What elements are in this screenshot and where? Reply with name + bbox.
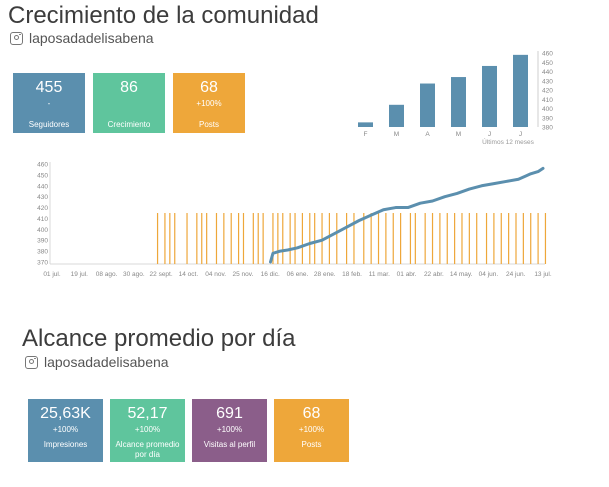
line-xtick-label: 01 jul.: [43, 271, 61, 278]
line-xtick-label: 22 sept.: [150, 271, 173, 278]
line-xtick-label: 13 jul.: [534, 271, 552, 278]
kpi-delta: +100%: [216, 425, 243, 434]
kpi-value: 68: [302, 405, 321, 422]
followers-timeline-chart: 460 450 440 430 420 410 400 390 380 370 01 jul. 19 …: [37, 162, 552, 279]
line-xtick-label: 06 ene.: [287, 271, 309, 278]
kpi-card-1: 52,17 +100% Alcance promedio por día: [110, 399, 185, 462]
kpi-delta: +100%: [298, 425, 325, 434]
line-xtick-label: 18 feb.: [342, 271, 362, 278]
kpi-value: 25,63K: [40, 405, 91, 422]
instagram-icon: [10, 31, 23, 45]
line-ytick-label: 420: [37, 205, 48, 212]
bar-ytick-label: 440: [542, 69, 553, 76]
bar-mark: [389, 104, 404, 127]
bar-ytick-label: 460: [542, 51, 553, 58]
bar-xtick-label: J: [488, 131, 491, 138]
line-ytick-label: 450: [37, 172, 48, 179]
kpi-card-0: 25,63K +100% Impresiones: [28, 399, 103, 462]
bar-xtick-label: J: [519, 131, 522, 138]
section-title-growth: Crecimiento de la comunidad: [8, 2, 319, 29]
line-ytick-label: 430: [37, 194, 48, 201]
bar-ytick-label: 430: [542, 78, 553, 85]
line-xtick-label: 24 jun.: [506, 271, 526, 278]
kpi-label: Posts: [198, 120, 219, 129]
kpi-label: Crecimiento: [107, 120, 151, 129]
line-ytick-label: 390: [37, 238, 48, 245]
bar-ytick-label: 420: [542, 88, 553, 95]
monthly-followers-bar-chart: 460 450 440 430 420 410 400 390 380 F M A M J JÚltimos…: [358, 51, 553, 146]
kpi-value: 68: [200, 79, 218, 96]
kpi-delta: +100%: [196, 99, 222, 108]
line-ytick-label: 400: [37, 227, 48, 234]
line-xtick-label: 14 oct.: [179, 271, 199, 278]
account-handle-label: laposadadelisabena: [44, 354, 169, 370]
line-ytick-label: 380: [37, 249, 48, 256]
line-xtick-label: 19 jul.: [71, 271, 89, 278]
bar-ytick-label: 400: [542, 106, 553, 113]
kpi-label: Impresiones: [43, 440, 88, 449]
kpi-label: Posts: [301, 440, 322, 449]
bar-xlabel: Últimos 12 meses: [482, 137, 534, 146]
instagram-icon: [25, 355, 38, 369]
line-xtick-label: 30 ago.: [123, 271, 145, 278]
bar-mark: [451, 77, 466, 127]
kpi-value: 52,17: [127, 405, 168, 422]
line-xtick-label: 28 ene.: [314, 271, 336, 278]
account-handle-label: laposadadelisabena: [29, 30, 154, 46]
line-ytick-label: 370: [37, 260, 48, 267]
kpi-delta: +100%: [134, 425, 161, 434]
line-xtick-label: 04 nov.: [205, 271, 226, 278]
kpi-label: Alcance promedio por día: [115, 440, 180, 459]
bar-mark: [420, 83, 435, 127]
bar-xtick-label: A: [425, 131, 430, 138]
kpi-delta: +100%: [52, 425, 79, 434]
line-xtick-label: 11 mar.: [369, 271, 390, 278]
line-xtick-label: 16 dic.: [261, 271, 280, 278]
bar-xtick-label: M: [456, 131, 461, 138]
kpi-delta: -: [47, 99, 51, 108]
line-xtick-label: 08 ago.: [96, 271, 118, 278]
account-handle-2[interactable]: laposadadelisabena: [25, 354, 169, 370]
kpi-value: 86: [120, 79, 138, 96]
followers-series-line: [268, 166, 545, 264]
bar-mark: [358, 122, 373, 127]
bar-mark: [513, 54, 528, 127]
kpi-card-2: 68 +100% Posts: [173, 73, 245, 133]
bar-xtick-label: F: [364, 131, 368, 138]
kpi-card-2: 691 +100% Visitas al perfil: [192, 399, 267, 462]
kpi-value: 455: [35, 79, 63, 96]
bar-ytick-label: 450: [542, 60, 553, 67]
line-ytick-label: 460: [37, 162, 48, 169]
kpi-card-1: 86 Crecimiento: [93, 73, 165, 133]
line-xtick-label: 01 abr.: [397, 271, 417, 278]
line-xtick-label: 22 abr.: [424, 271, 444, 278]
line-xtick-label: 25 nov.: [233, 271, 254, 278]
bar-mark: [482, 65, 497, 127]
account-handle[interactable]: laposadadelisabena: [10, 30, 154, 46]
line-xtick-label: 14 may.: [450, 271, 473, 278]
bar-xtick-label: M: [394, 131, 399, 138]
bar-ytick-label: 380: [542, 125, 553, 132]
line-xtick-label: 04 jun.: [479, 271, 499, 278]
section-title-reach: Alcance promedio por día: [22, 325, 296, 352]
kpi-label: Seguidores: [28, 120, 70, 129]
line-ytick-label: 410: [37, 216, 48, 223]
kpi-label: Visitas al perfil: [203, 440, 256, 449]
bar-ytick-label: 410: [542, 97, 553, 104]
line-ytick-label: 440: [37, 183, 48, 190]
bar-ytick-label: 390: [542, 115, 553, 122]
kpi-value: 691: [216, 405, 243, 422]
kpi-card-3: 68 +100% Posts: [274, 399, 349, 462]
kpi-card-0: 455 - Seguidores: [13, 73, 85, 133]
